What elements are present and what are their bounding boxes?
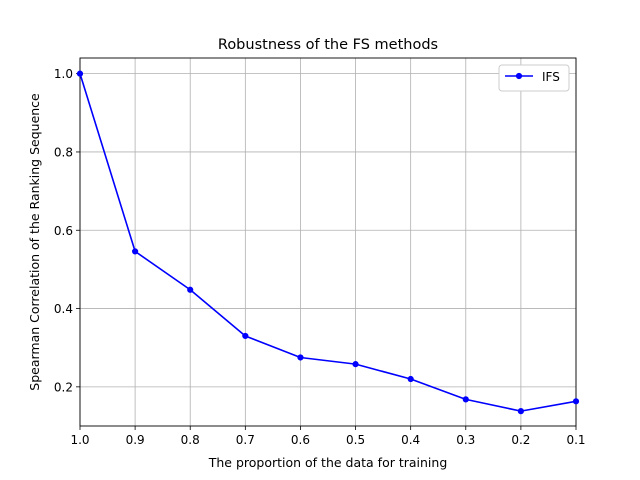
data-point xyxy=(352,361,359,368)
x-tick-label: 0.1 xyxy=(566,433,585,447)
data-point xyxy=(187,286,194,293)
x-tick-label: 0.3 xyxy=(456,433,475,447)
data-point xyxy=(517,408,524,415)
series xyxy=(76,70,580,415)
x-tick-label: 0.6 xyxy=(291,433,310,447)
chart-title: Robustness of the FS methods xyxy=(218,37,438,53)
x-tick-label: 0.4 xyxy=(401,433,420,447)
data-point xyxy=(462,396,469,403)
data-point xyxy=(407,375,414,383)
plot-frame xyxy=(79,57,577,427)
x-tick-label: 0.2 xyxy=(511,433,530,447)
y-ticks: 0.2 0.4 0.6 0.8 1.0 xyxy=(54,67,80,394)
x-tick-label: 0.9 xyxy=(126,433,145,447)
x-ticks: 1.0 0.9 0.8 0.7 0.6 0.5 0.4 0.3 0.2 0.1 xyxy=(70,426,586,447)
y-tick-label: 0.2 xyxy=(54,380,73,394)
legend-marker xyxy=(515,72,523,80)
y-tick-label: 1.0 xyxy=(54,67,73,81)
data-point xyxy=(572,398,580,405)
x-tick-label: 0.8 xyxy=(181,433,200,447)
y-tick-label: 0.8 xyxy=(54,145,73,159)
axes xyxy=(79,57,577,427)
data-point xyxy=(297,354,304,361)
data-point xyxy=(242,332,249,340)
x-tick-label: 1.0 xyxy=(70,433,89,447)
series-line-ifs xyxy=(79,73,577,412)
y-tick-label: 0.6 xyxy=(54,224,73,238)
x-tick-label: 0.7 xyxy=(236,433,255,447)
y-tick-label: 0.4 xyxy=(54,302,73,316)
data-point xyxy=(132,248,139,255)
x-tick-label: 0.5 xyxy=(346,433,365,447)
legend-box xyxy=(498,64,570,92)
legend-label-ifs: IFS xyxy=(542,70,560,84)
data-point xyxy=(76,70,84,77)
x-axis-label: The proportion of the data for training xyxy=(208,455,448,470)
y-axis-label: Spearman Correlation of the Ranking Sequ… xyxy=(27,93,42,391)
legend: IFS xyxy=(498,64,570,92)
